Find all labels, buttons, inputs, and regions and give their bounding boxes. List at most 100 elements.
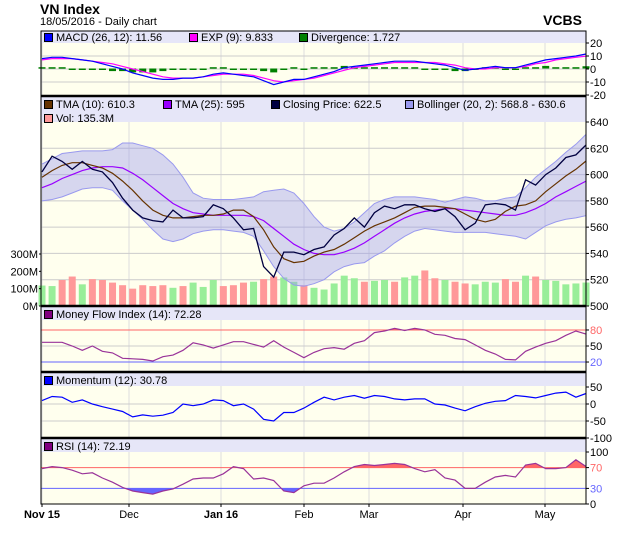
legend-swatch-tma10 [44,100,53,109]
volume-bar [431,278,439,306]
volume-bar [260,279,268,306]
volume-bar [239,282,247,306]
volume-bar [58,280,66,306]
divergence-bar [511,68,519,70]
y-tick-label: 540 [590,248,608,260]
rsi-plot-area [41,452,586,504]
volume-bar [370,280,378,306]
divergence-bar [159,68,167,72]
divergence-bar [139,68,147,73]
volume-bar [149,286,157,306]
volume-bar [461,283,469,306]
divergence-bar [431,68,439,70]
y-tick-label: 520 [590,275,608,287]
volume-bar [360,281,368,306]
y-tick-label: -20 [590,90,606,102]
volume-bar [88,279,96,306]
volume-bar [68,276,76,306]
y-tick-label: 80 [590,325,602,337]
legend-label: Momentum (12): 30.78 [56,374,168,387]
volume-bar [330,283,338,306]
divergence-bar [270,68,278,73]
legend-swatch-divergence [299,33,308,42]
legend-swatch-momentum [44,376,53,385]
legend-swatch-bollinger [405,100,414,109]
y-tick-label: 640 [590,117,608,129]
divergence-bar [290,67,298,69]
y-tick-label: 50 [590,382,602,394]
divergence-bar [370,67,378,69]
divergence-bar [381,67,389,69]
y-tick-label: 70 [590,463,602,475]
x-tick-label: May [535,509,556,521]
macd-line [41,53,587,86]
legend-label: Bollinger (20, 2): 568.8 - 630.6 [417,98,566,111]
volume-bar [411,275,419,306]
divergence-bar [300,68,308,70]
y-tick-label: -50 [590,416,606,428]
volume-bar [209,280,217,306]
divergence-bar [542,65,550,69]
y-tick-label: 0 [590,399,596,411]
divergence-bar [68,68,76,70]
volume-bar [139,285,147,306]
divergence-bar [78,68,86,70]
volume-bar [401,277,409,306]
chart-subtitle: 18/05/2016 - Daily chart [40,16,157,28]
divergence-bar [58,67,66,69]
macd-legend-band [41,31,586,43]
divergence-bar [441,68,449,70]
tma25-line [41,166,587,256]
rsi-oversold-fill [42,488,586,495]
y-tick-label: 20 [590,357,602,369]
divergence-bar [169,68,177,70]
divergence-bar [280,68,288,70]
volume-bar [119,285,127,306]
y-tick-label: 600 [590,170,608,182]
legend-vol: Vol: 135.3M [44,112,114,125]
divergence-bar [109,68,117,72]
y-tick-label: 580 [590,196,608,208]
x-tick-label: Mar [360,509,379,521]
volume-bar [169,287,177,306]
legend-label: Divergence: 1.727 [311,31,401,44]
volume-bar [229,285,237,306]
legend-macd: MACD (26, 12): 11.56 [44,31,162,44]
volume-bar [501,279,509,306]
divergence-bar [119,68,127,72]
volume-bar [562,284,570,306]
y-tick-label: 100 [590,447,608,459]
volume-bar [572,283,580,306]
volume-bar [129,288,137,306]
volume-bar [522,275,530,306]
divergence-bar [320,67,328,69]
divergence-bar [239,68,247,70]
volume-bar [552,280,560,306]
divergence-bar [501,68,509,70]
y-tick-label: -100 [590,433,612,445]
closing-price-line [41,144,587,279]
divergence-bar [330,67,338,69]
legend-label: RSI (14): 72.19 [56,440,131,453]
legend-label: TMA (25): 595 [175,98,245,111]
legend-swatch-macd [44,33,53,42]
volume-bar [199,286,207,306]
legend-close: Closing Price: 622.5 [271,98,381,111]
volume-bar [179,286,187,306]
volume-bar [270,276,278,306]
volume-bar [451,281,459,306]
x-tick-label: Feb [295,509,314,521]
divergence-bar [562,67,570,69]
legend-label: EXP (9): 9.833 [201,31,273,44]
volume-bar [421,270,429,306]
divergence-bar [209,67,217,69]
divergence-bar [421,68,429,70]
price-legend-band [41,96,586,122]
x-tick-label: Dec [119,509,139,521]
volume-bar [532,276,540,306]
legend-rsi: RSI (14): 72.19 [44,440,131,453]
legend-swatch-vol [44,114,53,123]
legend-swatch-exp [189,33,198,42]
volume-bar [290,281,298,306]
